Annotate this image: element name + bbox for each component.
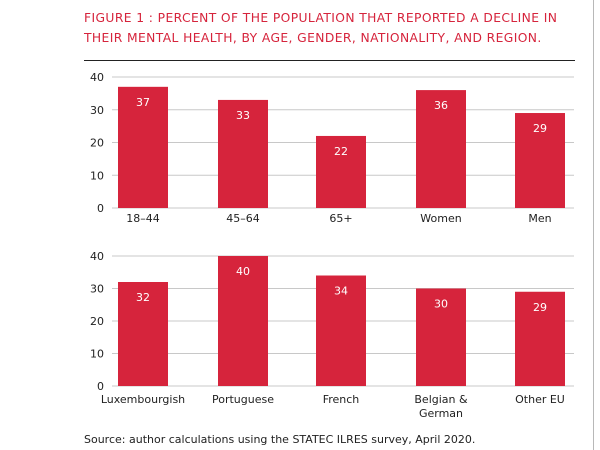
category-label: Portuguese xyxy=(212,393,274,406)
bar-value-label: 32 xyxy=(136,291,150,304)
chart-age-gender: 0 10 20 30 40 37 18–44 33 45–64 22 65+ 36 Women 29 Men xyxy=(90,71,574,225)
figure-title: FIGURE 1 : PERCENT OF THE POPULATION THA… xyxy=(84,11,558,45)
bar-value-label: 30 xyxy=(434,298,448,311)
bar xyxy=(218,256,268,386)
category-label: Other EU xyxy=(515,393,565,406)
bar xyxy=(515,291,565,386)
category-label: 65+ xyxy=(329,212,352,225)
bar-value-label: 33 xyxy=(236,109,250,122)
bar xyxy=(416,288,466,386)
y-tick-label: 40 xyxy=(90,71,104,84)
y-tick-label: 40 xyxy=(90,250,104,263)
chart-nationality: 0 10 20 30 40 32 Luxembourgish 40 Portuguese 34 Fr… xyxy=(90,250,574,420)
bar-value-label: 40 xyxy=(236,265,250,278)
bar xyxy=(316,135,366,208)
y-tick-label: 30 xyxy=(90,283,104,296)
y-tick-label: 0 xyxy=(97,202,104,215)
bar xyxy=(515,113,565,208)
title-rule xyxy=(84,60,575,61)
bar xyxy=(416,90,466,208)
category-label: 45–64 xyxy=(226,212,260,225)
bar-value-label: 29 xyxy=(533,301,547,314)
category-label: Belgian & German xyxy=(414,393,468,420)
category-label: Men xyxy=(528,212,551,225)
bar-value-label: 34 xyxy=(334,285,348,298)
y-tick-label: 30 xyxy=(90,104,104,117)
category-label: French xyxy=(323,393,360,406)
bar-value-label: 37 xyxy=(136,96,150,109)
bar-value-label: 36 xyxy=(434,99,448,112)
bar xyxy=(118,282,168,386)
y-tick-label: 20 xyxy=(90,137,104,150)
bar-value-label: 22 xyxy=(334,145,348,158)
category-label: 18–44 xyxy=(126,212,160,225)
category-label: Luxembourgish xyxy=(101,393,185,406)
source-note: Source: author calculations using the ST… xyxy=(84,433,476,446)
bar xyxy=(118,86,168,208)
bar-value-label: 29 xyxy=(533,122,547,135)
y-tick-label: 10 xyxy=(90,169,104,182)
y-tick-label: 10 xyxy=(90,348,104,361)
category-label: Women xyxy=(420,212,461,225)
bar xyxy=(218,99,268,208)
bar xyxy=(316,275,366,386)
y-tick-label: 20 xyxy=(90,315,104,328)
y-tick-label: 0 xyxy=(97,380,104,393)
